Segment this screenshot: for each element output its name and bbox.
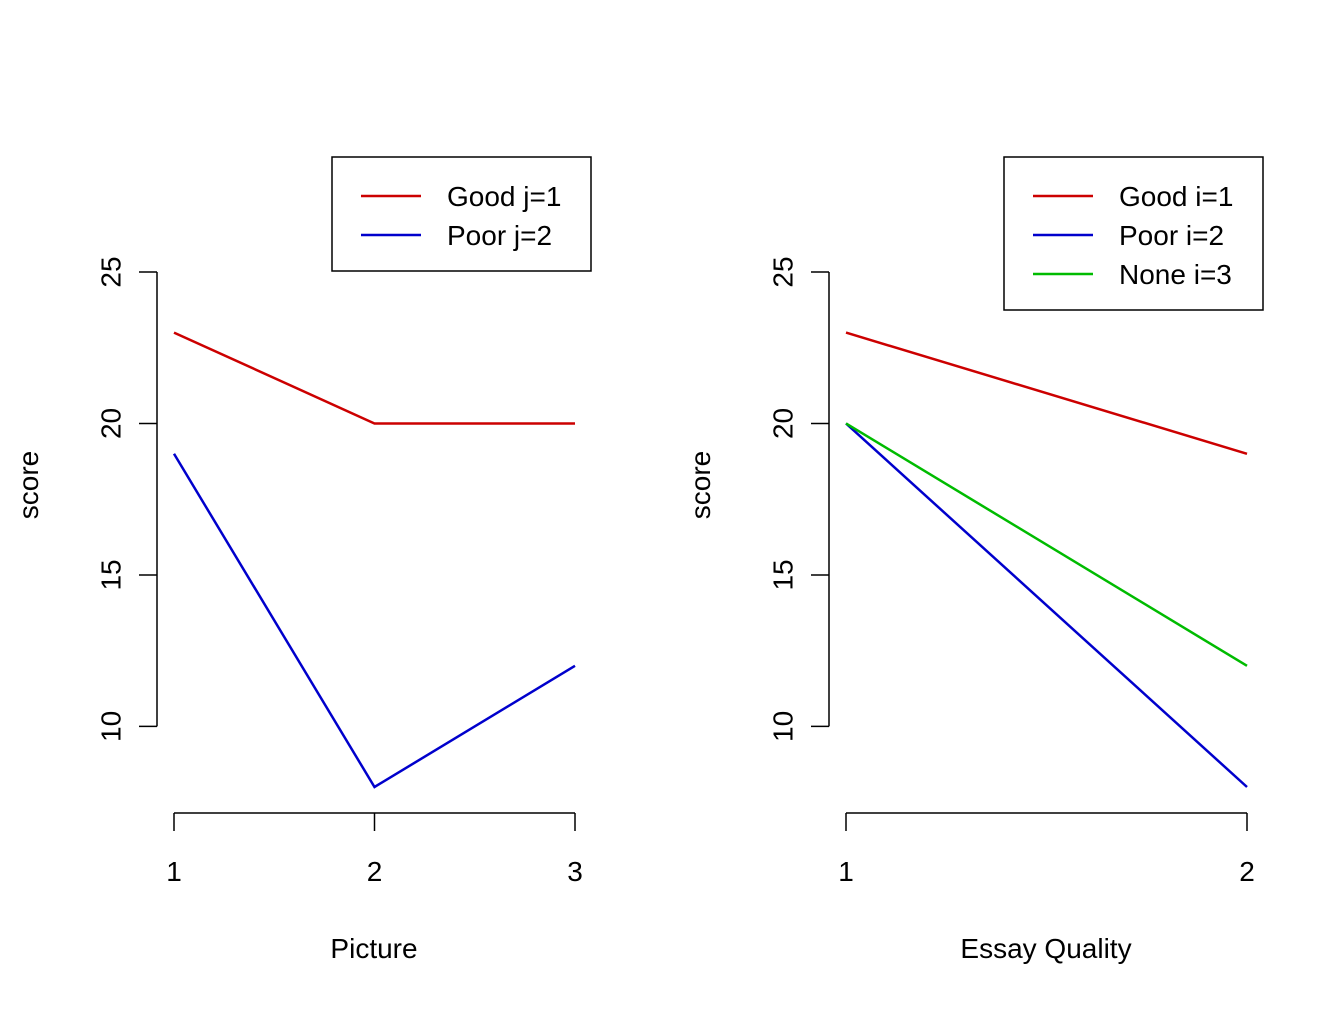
y-tick-label: 15 [95, 559, 126, 590]
left-panel-picture: 10 15 20 25 1 2 3 Picture score Good j=1 Poor j=2 [13, 156, 592, 964]
legend-label: Poor i=2 [1119, 220, 1224, 251]
y-tick-label: 15 [767, 559, 798, 590]
series-line-3 [845, 422, 1248, 667]
y-tick-label: 25 [767, 256, 798, 287]
y-tick-label: 20 [767, 408, 798, 439]
y-tick-label: 10 [767, 711, 798, 742]
series-line-2 [845, 422, 1248, 788]
series-line-1 [173, 331, 575, 425]
x-tick-label: 2 [1239, 856, 1255, 887]
legend-label: Good j=1 [447, 181, 561, 212]
right-panel-essay-quality: 10 15 20 25 1 2 Essay Quality score Good i=1 Poor… [685, 156, 1264, 964]
series-line-1 [845, 331, 1248, 455]
x-tick-label: 2 [367, 856, 383, 887]
x-tick-label: 1 [838, 856, 854, 887]
series-line-2 [172, 453, 576, 789]
legend-label: Poor j=2 [447, 220, 552, 251]
x-axis-label: Picture [330, 933, 417, 964]
x-tick-label: 3 [567, 856, 583, 887]
legend-label: None i=3 [1119, 259, 1232, 290]
y-tick-label: 20 [95, 408, 126, 439]
legend-box [1003, 156, 1264, 311]
x-tick-label: 1 [166, 856, 182, 887]
y-axis-label: score [685, 451, 716, 519]
y-axis-label: score [13, 451, 44, 519]
legend-box [331, 156, 592, 272]
y-tick-label: 10 [95, 711, 126, 742]
x-axis-label: Essay Quality [960, 933, 1131, 964]
legend-label: Good i=1 [1119, 181, 1233, 212]
y-tick-label: 25 [95, 256, 126, 287]
